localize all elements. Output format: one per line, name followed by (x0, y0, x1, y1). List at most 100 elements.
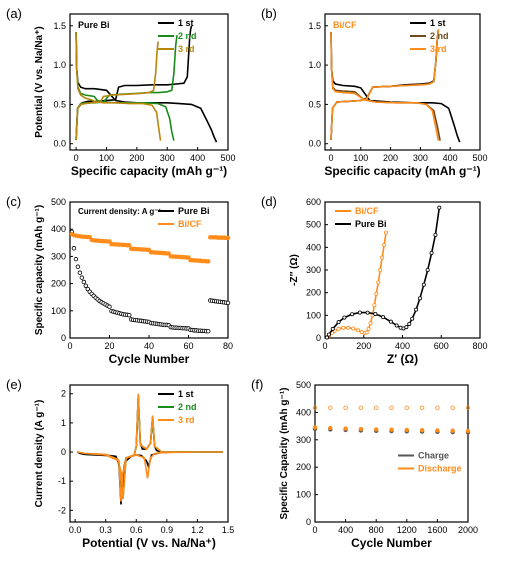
series-marker (336, 320, 341, 325)
x-tick-label: 0 (322, 341, 327, 351)
panel-1: 0 100 200 300 400 500 0.0 0.5 1.0 1.5 Specific cap… (261, 6, 488, 178)
y-tick-label: 1.0 (308, 60, 321, 70)
data-point (225, 300, 231, 306)
legend-label: Discharge (418, 464, 462, 474)
series-marker (324, 335, 329, 340)
y-tick-label: 400 (296, 407, 311, 417)
x-tick-label: 0 (328, 153, 333, 163)
data-point (358, 426, 364, 432)
series-marker (326, 332, 331, 337)
x-tick-label: 500 (472, 153, 487, 163)
ce-point (450, 405, 455, 411)
y-tick-label: 0.0 (308, 139, 321, 149)
ce-point (374, 405, 379, 411)
data-point (127, 312, 132, 318)
x-axis-label: Specific capacity (mAh g⁻¹) (71, 164, 227, 178)
x-tick-label: 400 (395, 341, 410, 351)
series-marker (407, 321, 412, 326)
y-tick-label: -1 (58, 476, 66, 486)
series-marker (414, 307, 419, 312)
panel-label: (d) (261, 194, 277, 209)
series-line (330, 32, 461, 143)
series-marker (425, 267, 430, 272)
y-tick-label: 600 (306, 197, 321, 207)
x-tick-label: 1200 (397, 525, 417, 535)
ce-point (465, 405, 471, 411)
data-point (225, 235, 231, 241)
plot-frame (69, 384, 229, 523)
data-point (374, 427, 379, 432)
y-tick-label: 0.5 (53, 99, 66, 109)
series-line (75, 35, 178, 140)
x-axis-label: Potential (V vs. Na/Na⁺) (82, 536, 216, 550)
series-marker (378, 267, 383, 272)
data-point (389, 427, 394, 432)
x-tick-label: 600 (434, 341, 449, 351)
legend-label: 1 st (178, 18, 194, 28)
series-marker (342, 315, 347, 320)
series-marker (330, 326, 335, 331)
panel-label: (b) (261, 6, 277, 21)
legend-label: 2 nd (178, 402, 197, 412)
x-tick-label: 2000 (458, 525, 478, 535)
panel-2: 0 20 40 60 80 0 100 200 300 400 500 Cycle Number Spe… (6, 194, 233, 366)
y-tick-label: 1.5 (308, 21, 321, 31)
panel-5: 0 400 800 1200 1600 2000 0 100 200 300 400 500 Cycle… (251, 377, 478, 550)
panel-label: (c) (6, 194, 21, 209)
series-marker (355, 328, 360, 333)
series-line (75, 41, 159, 140)
legend-label: 2 nd (430, 31, 449, 41)
inset-label: Pure Bi (78, 20, 110, 30)
series-marker (364, 330, 369, 335)
series-marker (410, 316, 415, 321)
y-tick-label: 500 (306, 220, 321, 230)
series-line (326, 232, 387, 339)
series-marker (388, 319, 393, 324)
series-marker (350, 312, 355, 317)
x-tick-label: 200 (356, 341, 371, 351)
series-line (75, 32, 218, 143)
legend-label: Bi/CF (355, 206, 379, 216)
y-tick-label: 2 (61, 389, 66, 399)
legend-label: 3 rd (178, 415, 195, 425)
ce-point (419, 405, 425, 411)
series-line (75, 32, 162, 141)
data-point (343, 426, 348, 431)
series-marker (404, 325, 409, 330)
series-marker (429, 250, 434, 255)
x-tick-label: 1.2 (191, 525, 204, 535)
data-point (435, 428, 440, 433)
plot-frame (69, 13, 229, 151)
data-point (73, 256, 79, 262)
data-point (107, 304, 112, 309)
data-point (127, 243, 132, 248)
data-point (404, 427, 409, 433)
x-tick-label: 0.9 (161, 525, 174, 535)
legend-label: 1 st (430, 18, 446, 28)
series-marker (382, 243, 387, 248)
x-tick-label: 400 (338, 525, 353, 535)
annotation: Current density: A g⁻¹ (78, 207, 162, 216)
series-marker (372, 303, 377, 308)
x-tick-label: 0 (312, 525, 317, 535)
series-marker (384, 230, 389, 235)
data-point (83, 283, 88, 288)
ce-point (343, 405, 348, 411)
series-marker (394, 323, 399, 328)
y-axis-label: Potential (V vs. Na/Na⁺) (34, 26, 45, 137)
x-axis-label: Z′ (Ω) (387, 352, 418, 366)
plot-frame (324, 13, 481, 151)
x-tick-label: 200 (129, 153, 144, 163)
y-tick-label: 500 (296, 380, 311, 390)
series-marker (368, 321, 373, 326)
series-line (76, 395, 223, 499)
x-tick-label: 400 (190, 153, 205, 163)
x-tick-label: 800 (369, 525, 384, 535)
y-tick-label: 0 (316, 333, 321, 343)
data-point (328, 425, 333, 431)
data-point (166, 251, 171, 256)
x-axis-label: Cycle Number (351, 536, 432, 550)
panel-0: 0 100 200 300 400 500 0.0 0.5 1.0 1.5 Specific cap… (6, 6, 236, 178)
series-marker (351, 326, 356, 331)
